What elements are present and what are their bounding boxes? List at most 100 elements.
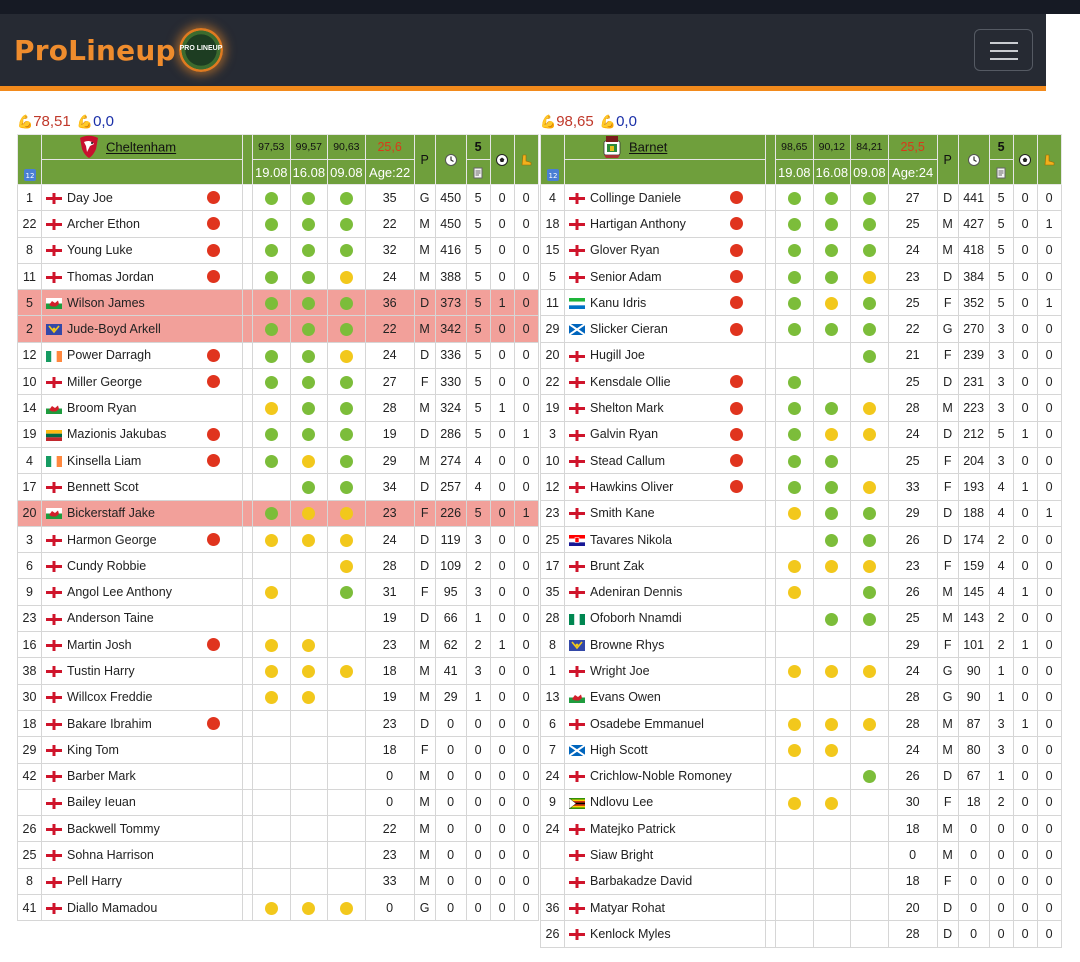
player-cell[interactable]: Anderson Taine bbox=[41, 604, 243, 633]
player-name[interactable]: Ofoborh Nnamdi bbox=[590, 611, 682, 626]
player-name[interactable]: Backwell Tommy bbox=[67, 821, 160, 836]
player-name[interactable]: Harmon George bbox=[67, 532, 157, 547]
table-row[interactable]: 6 Cundy Robbie 28 D 109 2 0 0 bbox=[17, 552, 539, 580]
player-cell[interactable]: Kenlock Myles bbox=[564, 920, 766, 948]
player-name[interactable]: Cundy Robbie bbox=[67, 558, 147, 573]
table-row[interactable]: 4 Collinge Daniele 27 D 441 5 0 0 bbox=[540, 183, 1062, 212]
player-name[interactable]: Archer Ethon bbox=[67, 216, 140, 231]
table-row[interactable]: 13 Evans Owen 28 G 90 1 0 0 bbox=[540, 683, 1062, 711]
player-cell[interactable]: Pell Harry bbox=[41, 867, 243, 896]
table-row[interactable]: 7 High Scott 24 M 80 3 0 0 bbox=[540, 736, 1062, 764]
table-row[interactable]: 26 Kenlock Myles 28 D 0 0 0 0 bbox=[540, 920, 1062, 948]
player-cell[interactable]: Osadebe Emmanuel bbox=[564, 709, 766, 738]
table-row[interactable]: 14 Broom Ryan 28 M 324 5 1 0 bbox=[17, 394, 539, 422]
player-cell[interactable]: King Tom bbox=[41, 736, 243, 764]
player-cell[interactable]: Glover Ryan bbox=[564, 236, 766, 264]
player-cell[interactable]: Matyar Rohat bbox=[564, 894, 766, 922]
player-name[interactable]: Smith Kane bbox=[590, 506, 655, 521]
table-row[interactable]: 41 Diallo Mamadou 0 G 0 0 0 0 bbox=[17, 894, 539, 922]
assists-column-header[interactable] bbox=[1036, 134, 1062, 185]
player-cell[interactable]: Day Joe bbox=[41, 183, 243, 212]
player-cell[interactable]: Harmon George bbox=[41, 525, 243, 554]
table-row[interactable]: 35 Adeniran Dennis 26 M 145 4 1 0 bbox=[540, 578, 1062, 606]
table-row[interactable]: 18 Hartigan Anthony 25 M 427 5 0 1 bbox=[540, 210, 1062, 238]
player-name[interactable]: Tavares Nikola bbox=[590, 532, 672, 547]
goals-column-header[interactable] bbox=[489, 134, 515, 185]
player-name[interactable]: Angol Lee Anthony bbox=[67, 585, 172, 600]
player-cell[interactable]: Archer Ethon bbox=[41, 210, 243, 238]
table-row[interactable]: 23 Smith Kane 29 D 188 4 0 1 bbox=[540, 499, 1062, 527]
player-name[interactable]: Siaw Bright bbox=[590, 848, 654, 863]
player-name[interactable]: Glover Ryan bbox=[590, 243, 660, 258]
table-row[interactable]: 19 Mazionis Jakubas 19 D 286 5 0 1 bbox=[17, 420, 539, 448]
player-name[interactable]: Slicker Cieran bbox=[590, 322, 668, 337]
player-name[interactable]: Collinge Daniele bbox=[590, 190, 682, 205]
table-row[interactable]: 10 Miller George 27 F 330 5 0 0 bbox=[17, 368, 539, 396]
player-name[interactable]: Kanu Idris bbox=[590, 295, 647, 310]
player-name[interactable]: Power Darragh bbox=[67, 348, 152, 363]
table-row[interactable]: 11 Kanu Idris 25 F 352 5 0 1 bbox=[540, 289, 1062, 317]
table-row[interactable]: 29 Slicker Cieran 22 G 270 3 0 0 bbox=[540, 315, 1062, 343]
player-cell[interactable]: Tustin Harry bbox=[41, 657, 243, 685]
player-name[interactable]: Brunt Zak bbox=[590, 558, 645, 573]
player-cell[interactable]: Bennett Scot bbox=[41, 473, 243, 501]
minutes-column-header[interactable] bbox=[957, 134, 990, 185]
player-cell[interactable]: Backwell Tommy bbox=[41, 815, 243, 843]
table-row[interactable]: 11 Thomas Jordan 24 M 388 5 0 0 bbox=[17, 262, 539, 291]
table-row[interactable]: 36 Matyar Rohat 20 D 0 0 0 0 bbox=[540, 894, 1062, 922]
player-cell[interactable]: Crichlow-Noble Romoney bbox=[564, 762, 766, 790]
table-row[interactable]: 2 Jude-Boyd Arkell 22 M 342 5 0 0 bbox=[17, 315, 539, 343]
menu-toggle-button[interactable] bbox=[974, 29, 1033, 71]
table-row[interactable]: 28 Ofoborh Nnamdi 25 M 143 2 0 0 bbox=[540, 604, 1062, 633]
player-cell[interactable]: Ndlovu Lee bbox=[564, 788, 766, 817]
player-cell[interactable]: Mazionis Jakubas bbox=[41, 420, 243, 448]
player-name[interactable]: Miller George bbox=[67, 374, 143, 389]
player-cell[interactable]: High Scott bbox=[564, 736, 766, 764]
player-name[interactable]: Matyar Rohat bbox=[590, 900, 666, 915]
table-row[interactable]: 10 Stead Callum 25 F 204 3 0 0 bbox=[540, 446, 1062, 475]
player-name[interactable]: Crichlow-Noble Romoney bbox=[590, 769, 732, 784]
player-name[interactable]: Ndlovu Lee bbox=[590, 795, 654, 810]
player-cell[interactable]: Angol Lee Anthony bbox=[41, 578, 243, 606]
player-name[interactable]: Kinsella Liam bbox=[67, 453, 142, 468]
player-name[interactable]: Diallo Mamadou bbox=[67, 900, 158, 915]
player-cell[interactable]: Galvin Ryan bbox=[564, 420, 766, 448]
table-row[interactable]: 25 Sohna Harrison 23 M 0 0 0 0 bbox=[17, 841, 539, 869]
table-row[interactable]: 17 Bennett Scot 34 D 257 4 0 0 bbox=[17, 473, 539, 501]
minutes-column-header[interactable] bbox=[434, 134, 467, 185]
match-2-date[interactable]: 16.08 bbox=[812, 159, 852, 185]
player-name[interactable]: Galvin Ryan bbox=[590, 427, 659, 442]
table-row[interactable]: 19 Shelton Mark 28 M 223 3 0 0 bbox=[540, 394, 1062, 422]
player-cell[interactable]: Miller George bbox=[41, 368, 243, 396]
player-name[interactable]: Bickerstaff Jake bbox=[67, 506, 156, 521]
age-column-header[interactable]: Age:22 bbox=[364, 159, 415, 185]
table-row[interactable]: 8 Browne Rhys 29 F 101 2 1 0 bbox=[540, 631, 1062, 659]
player-cell[interactable]: Thomas Jordan bbox=[41, 262, 243, 291]
rank-column-header[interactable]: 12 bbox=[17, 134, 42, 185]
table-row[interactable]: 24 Crichlow-Noble Romoney 26 D 67 1 0 0 bbox=[540, 762, 1062, 790]
player-cell[interactable]: Stead Callum bbox=[564, 446, 766, 475]
player-cell[interactable]: Kinsella Liam bbox=[41, 446, 243, 475]
brand-logo-icon[interactable]: PRO LINEUP bbox=[179, 28, 223, 72]
apps-column-header[interactable] bbox=[988, 159, 1014, 185]
match-1-rating[interactable]: 98,65 bbox=[775, 134, 814, 160]
player-name[interactable]: Kensdale Ollie bbox=[590, 374, 671, 389]
table-row[interactable]: 3 Galvin Ryan 24 D 212 5 1 0 bbox=[540, 420, 1062, 448]
table-row[interactable]: 29 King Tom 18 F 0 0 0 0 bbox=[17, 736, 539, 764]
team-name-link[interactable]: Barnet bbox=[629, 139, 668, 155]
player-cell[interactable]: Cundy Robbie bbox=[41, 552, 243, 580]
table-row[interactable]: 1 Wright Joe 24 G 90 1 0 0 bbox=[540, 657, 1062, 685]
player-cell[interactable]: Wright Joe bbox=[564, 657, 766, 685]
table-row[interactable]: 6 Osadebe Emmanuel 28 M 87 3 1 0 bbox=[540, 709, 1062, 738]
player-name[interactable]: High Scott bbox=[590, 742, 648, 757]
table-row[interactable]: 8 Pell Harry 33 M 0 0 0 0 bbox=[17, 867, 539, 896]
match-3-rating[interactable]: 90,63 bbox=[327, 134, 366, 160]
match-1-date[interactable]: 19.08 bbox=[775, 159, 814, 185]
player-cell[interactable]: Shelton Mark bbox=[564, 394, 766, 422]
match-3-date[interactable]: 09.08 bbox=[850, 159, 889, 185]
player-cell[interactable]: Willcox Freddie bbox=[41, 683, 243, 711]
table-row[interactable]: Barbakadze David 18 F 0 0 0 0 bbox=[540, 867, 1062, 896]
player-cell[interactable]: Young Luke bbox=[41, 236, 243, 264]
player-name[interactable]: Tustin Harry bbox=[67, 663, 135, 678]
player-name[interactable]: Pell Harry bbox=[67, 874, 122, 889]
